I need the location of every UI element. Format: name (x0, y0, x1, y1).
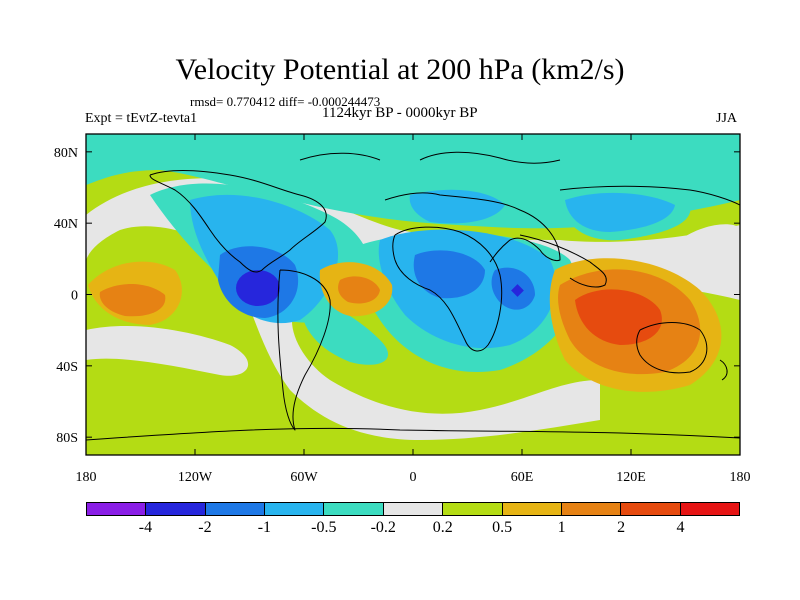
colorbar-segment (324, 503, 384, 515)
contour-fill (86, 134, 740, 455)
colorbar-label: -2 (198, 519, 212, 536)
lon-tick-label: 180 (730, 470, 751, 485)
colorbar-segment (621, 503, 681, 515)
lat-tick-label: 0 (71, 289, 78, 304)
colorbar-label: 0.2 (432, 519, 453, 536)
lat-tick-label: 40S (56, 360, 78, 375)
colorbar-segment (265, 503, 325, 515)
colorbar-segment (383, 503, 444, 515)
colorbar-label: -1 (257, 519, 272, 536)
colorbar-segment (502, 503, 562, 515)
colorbar-segment (87, 503, 147, 515)
chart-title: Velocity Potential at 200 hPa (km2/s) (175, 53, 625, 86)
colorbar-label: 2 (617, 519, 626, 536)
period-label: 1124kyr BP - 0000kyr BP (322, 105, 478, 121)
lat-tick-label: 80S (56, 431, 78, 446)
lon-tick-label: 120E (616, 470, 646, 485)
season-label: JJA (716, 111, 738, 126)
coastlines (86, 151, 740, 441)
lon-tick-label: 60E (511, 470, 534, 485)
lon-tick-label: 60W (290, 470, 318, 485)
stats-label: rmsd= 0.770412 diff= -0.000244473 (190, 94, 381, 109)
colorbar-label: 1 (557, 519, 566, 536)
colorbar-label: -0.5 (311, 519, 337, 536)
lon-tick-label: 0 (410, 470, 417, 485)
colorbar-segment (680, 503, 739, 515)
colorbar-segment (443, 503, 503, 515)
axis-ticks: 80N 40N 0 40S 80S 180 120W 60W 0 60E 120E 180 (54, 134, 751, 485)
colorbar-segment (205, 503, 266, 515)
experiment-label: Expt = tEvtZ-tevta1 (85, 111, 198, 126)
lon-tick-label: 180 (76, 470, 97, 485)
colorbar-segment (146, 503, 206, 515)
colorbar-segment (561, 503, 622, 515)
colorbar-label: -0.2 (370, 519, 396, 536)
colorbar-label: 4 (676, 519, 685, 536)
colorbar-label: -4 (138, 519, 153, 536)
colorbar-label: 0.5 (492, 519, 513, 536)
colorbar (86, 502, 740, 516)
lon-tick-label: 120W (178, 470, 213, 485)
lat-tick-label: 40N (54, 217, 78, 232)
lat-tick-label: 80N (54, 146, 78, 161)
